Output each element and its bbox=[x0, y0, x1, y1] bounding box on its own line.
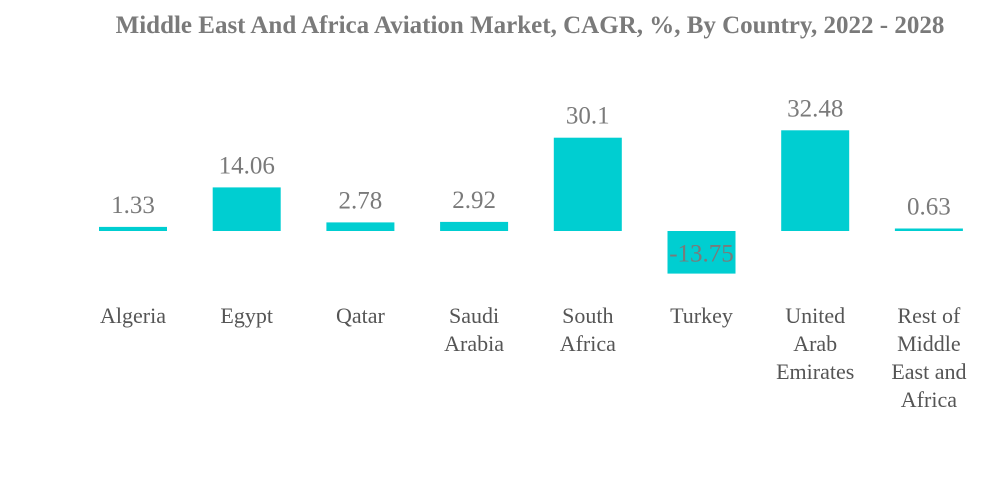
category-label-turkey: Turkey bbox=[670, 303, 733, 328]
bar-rest-of-middle-east-and-africa bbox=[894, 228, 963, 231]
value-label-turkey: -13.75 bbox=[669, 240, 734, 267]
chart-title: Middle East And Africa Aviation Market, … bbox=[115, 12, 945, 39]
value-label-saudi-arabia: 2.92 bbox=[452, 187, 496, 214]
bar-qatar bbox=[326, 222, 395, 231]
value-label-rest-of-middle-east-and-africa: 0.63 bbox=[907, 194, 951, 221]
value-label-united-arab-emirates: 32.48 bbox=[787, 95, 843, 122]
bar-turkey bbox=[667, 231, 736, 274]
value-label-south-africa: 30.1 bbox=[566, 103, 610, 130]
category-label-united-arab-emirates: United Arab Emirates bbox=[776, 303, 854, 384]
bar-egypt bbox=[212, 187, 281, 231]
bar-saudi-arabia bbox=[440, 221, 509, 231]
value-label-qatar: 2.78 bbox=[339, 187, 383, 214]
category-label-saudi-arabia: Saudi Arabia bbox=[444, 303, 504, 356]
category-label-algeria: Algeria bbox=[100, 303, 166, 328]
bar-south-africa bbox=[553, 137, 622, 231]
value-label-egypt: 14.06 bbox=[219, 152, 275, 179]
value-label-algeria: 1.33 bbox=[111, 192, 155, 219]
category-label-egypt: Egypt bbox=[220, 303, 273, 328]
bar-united-arab-emirates bbox=[781, 130, 850, 231]
category-label-south-africa: South Africa bbox=[560, 303, 616, 356]
category-label-rest-of-middle-east-and-africa: Rest of Middle East and Africa bbox=[891, 303, 966, 412]
category-label-qatar: Qatar bbox=[336, 303, 386, 328]
bar-algeria bbox=[99, 226, 167, 231]
